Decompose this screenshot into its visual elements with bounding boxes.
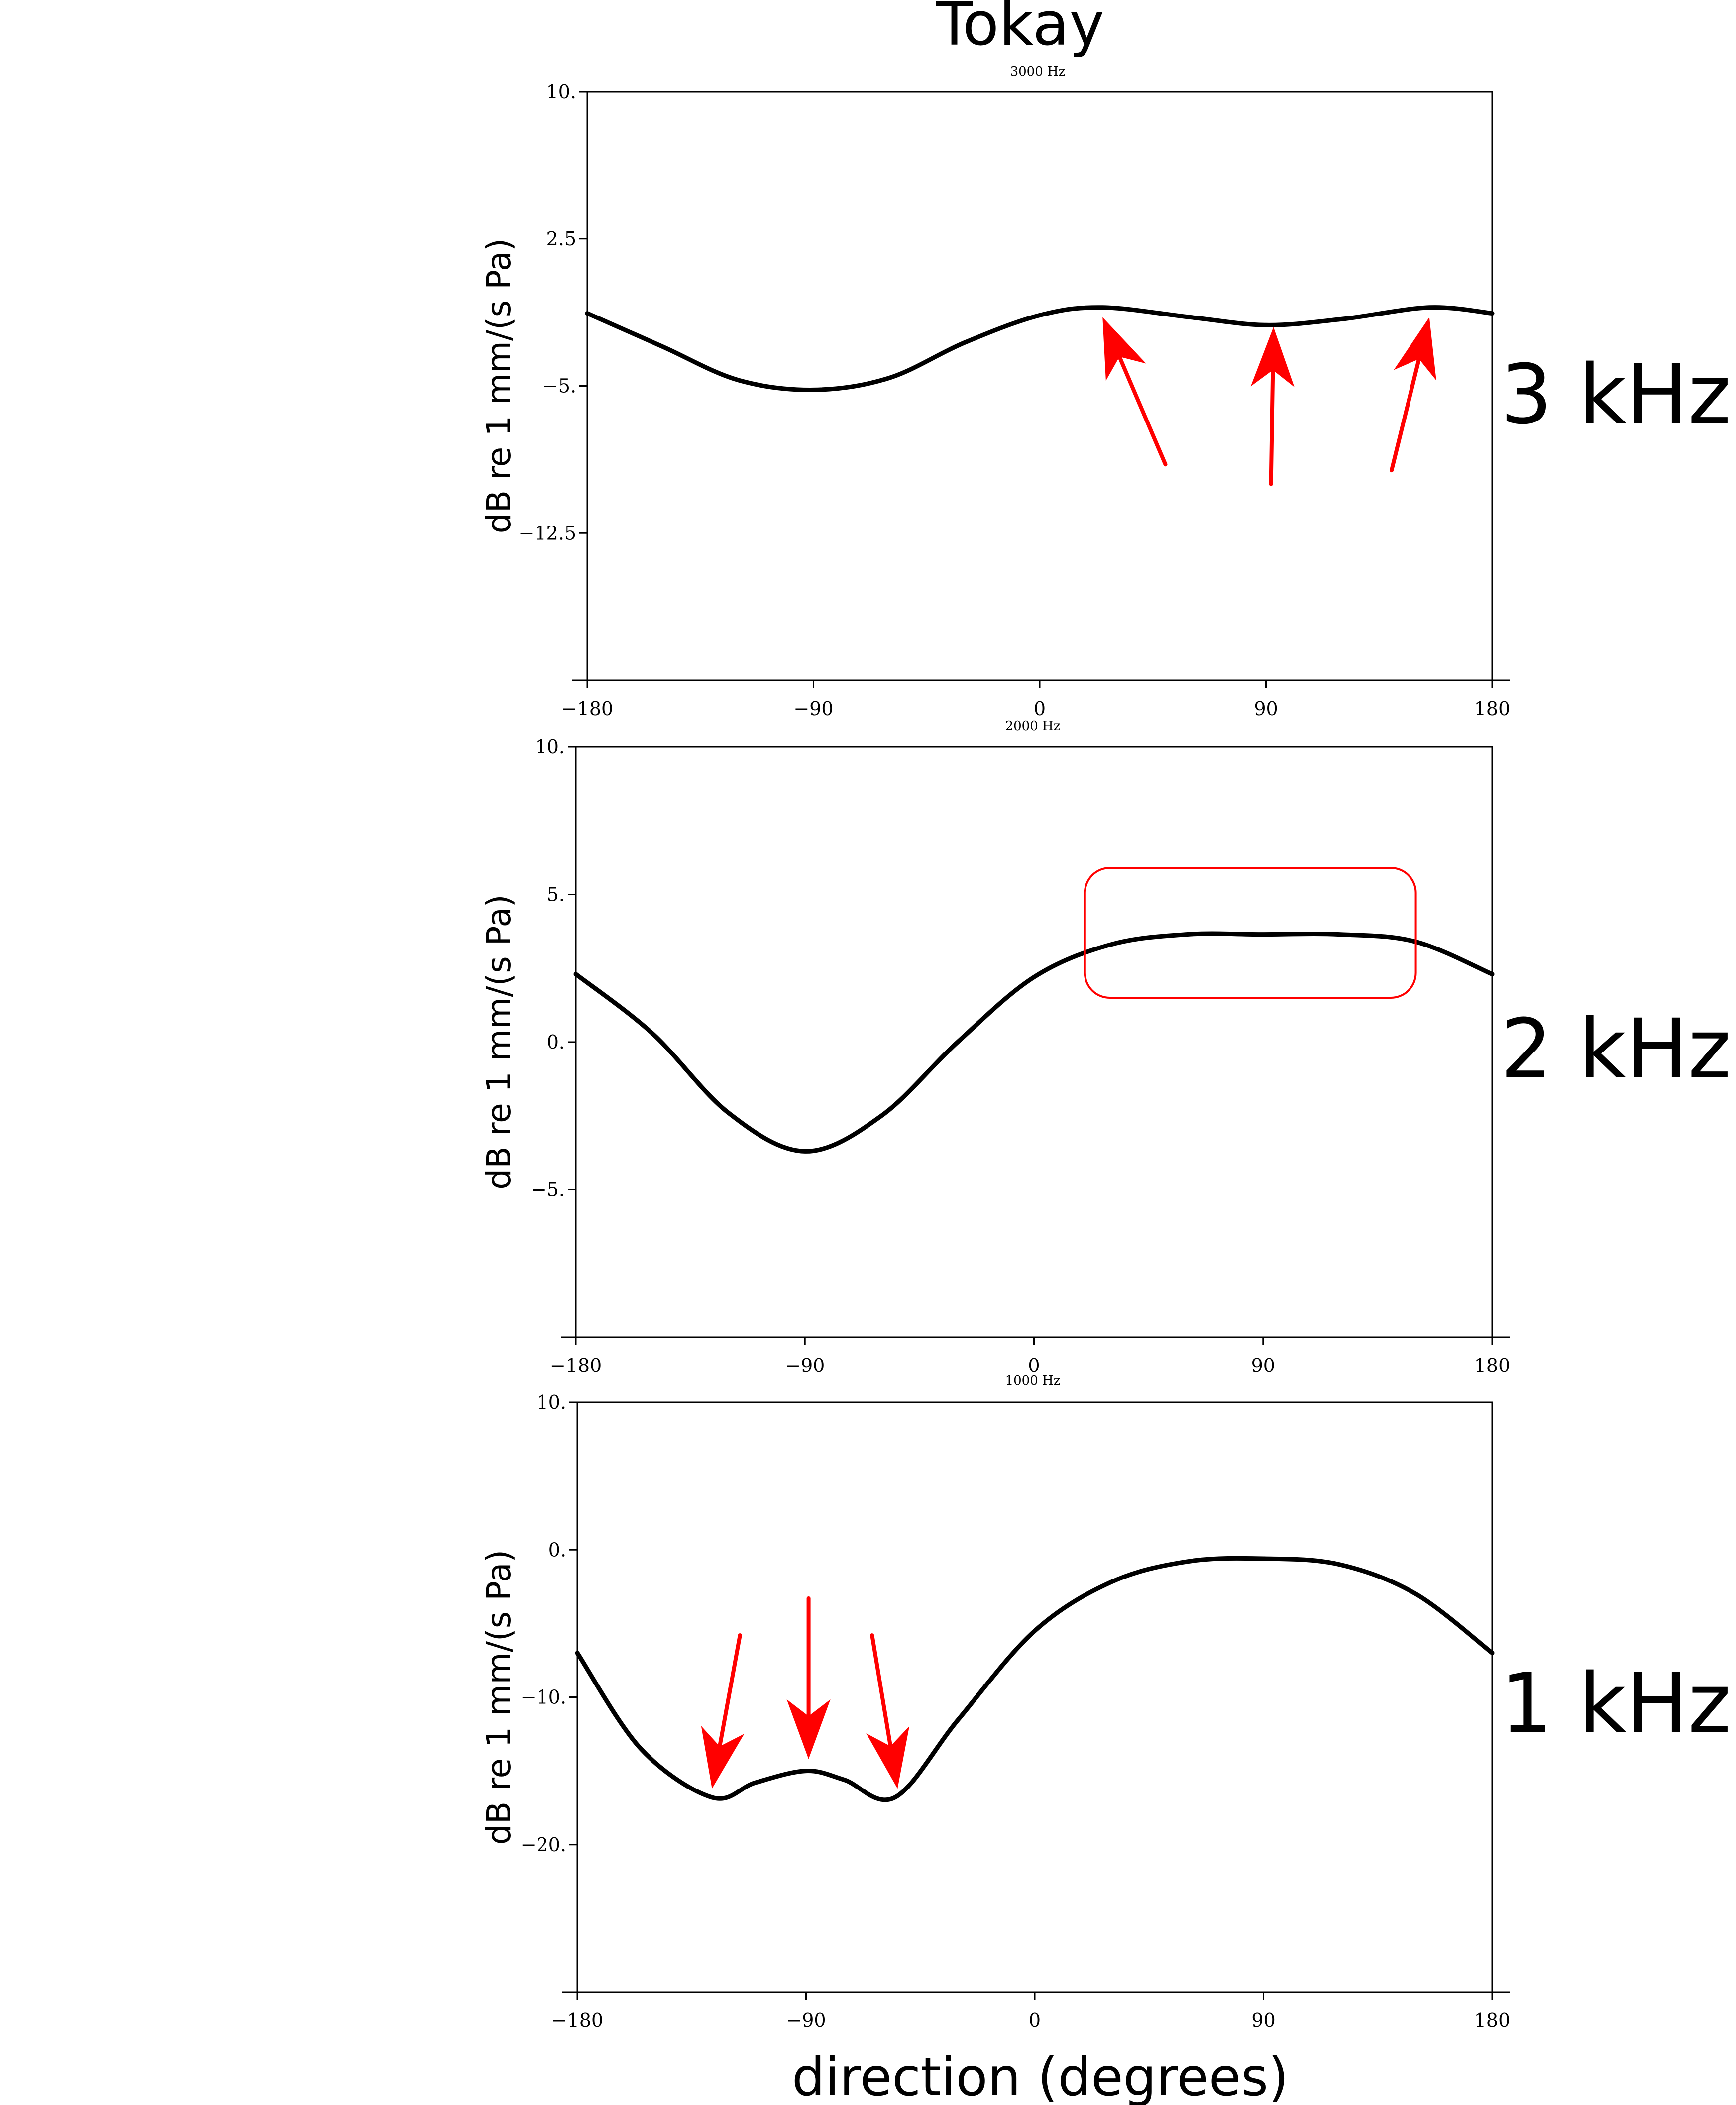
x-tick-label: −90 — [785, 1355, 825, 1376]
x-tick-label: 0 — [1029, 2009, 1041, 2031]
arrow-head — [1102, 317, 1146, 381]
arrow-head — [701, 1726, 745, 1789]
arrow-head — [1250, 327, 1295, 387]
arrow-shaft — [870, 1633, 893, 1748]
y-tick-label: −12.5 — [519, 522, 576, 544]
y-tick-label: 0. — [547, 1031, 565, 1053]
x-tick-label: 90 — [1254, 698, 1278, 720]
x-tick-label: −180 — [561, 698, 613, 720]
arrow-head — [866, 1726, 910, 1789]
highlight-box — [1084, 867, 1417, 999]
y-tick-label: −20. — [521, 1834, 566, 1856]
annotation-arrow — [866, 1633, 910, 1789]
x-tick-label: −180 — [551, 2009, 603, 2031]
panel-subtitle: 3000 Hz — [1010, 64, 1066, 79]
y-tick-label: 2.5 — [546, 228, 576, 250]
panel-subtitle: 2000 Hz — [1005, 719, 1061, 734]
annotation-arrow — [701, 1633, 745, 1789]
y-axis-label: dB re 1 mm/(s Pa) — [480, 894, 518, 1189]
y-tick-label: −5. — [531, 1179, 565, 1201]
series-line — [585, 305, 1495, 392]
y-tick-label: −5. — [542, 375, 576, 397]
figure-title: Tokay — [936, 0, 1104, 59]
x-tick-label: −90 — [793, 698, 833, 720]
annotation-arrow — [786, 1596, 831, 1759]
y-axis-label: dB re 1 mm/(s Pa) — [480, 238, 518, 533]
x-tick-label: 90 — [1251, 1355, 1275, 1376]
y-tick-label: 0. — [548, 1539, 566, 1561]
y-tick-label: 10. — [535, 736, 565, 758]
x-tick-label: 180 — [1474, 1355, 1511, 1376]
x-tick-label: 0 — [1034, 698, 1046, 720]
frequency-side-label: 1 kHz — [1500, 1656, 1731, 1751]
arrow-head — [1394, 317, 1436, 381]
y-tick-label: −10. — [521, 1686, 566, 1708]
x-tick-label: −180 — [550, 1355, 602, 1376]
x-tick-label: −90 — [786, 2009, 826, 2031]
annotation-arrow — [1250, 327, 1295, 486]
chart-panel-3: 1000 Hz −180 −90 0 90 180 10. 0. −10. −20.dB re 1… — [480, 1373, 1731, 2031]
frequency-side-label: 3 kHz — [1500, 347, 1731, 442]
y-tick-label: 10. — [546, 81, 576, 103]
arrow-shaft — [1117, 354, 1168, 467]
x-tick-label: 0 — [1028, 1355, 1040, 1376]
y-tick-label: 10. — [537, 1391, 566, 1413]
series-line — [573, 931, 1495, 1154]
x-tick-label: 180 — [1474, 698, 1511, 720]
x-tick-label: 180 — [1474, 2009, 1511, 2031]
chart-panel-2: 2000 Hz −180 −90 0 90 180 10. 5. 0. −5. dB re 1 mm… — [480, 719, 1731, 1376]
series-line — [575, 1556, 1495, 1802]
x-tick-label: 90 — [1251, 2009, 1275, 2031]
panel-subtitle: 1000 Hz — [1005, 1373, 1061, 1388]
y-axis-label: dB re 1 mm/(s Pa) — [480, 1550, 518, 1845]
arrow-shaft — [1390, 357, 1421, 473]
arrow-shaft — [1269, 368, 1275, 486]
arrow-head — [786, 1699, 831, 1759]
x-axis-label: direction (degrees) — [792, 2047, 1289, 2105]
frequency-side-label: 2 kHz — [1500, 1001, 1731, 1097]
annotation-arrow — [1390, 317, 1436, 473]
chart-panel-1: 3000 Hz −180 −90 0 90 180 10. 2.5 −5. −12.5dB re … — [480, 64, 1731, 720]
y-tick-label: 5. — [547, 884, 565, 906]
annotation-arrow — [1102, 317, 1168, 467]
arrow-shaft — [718, 1633, 742, 1749]
